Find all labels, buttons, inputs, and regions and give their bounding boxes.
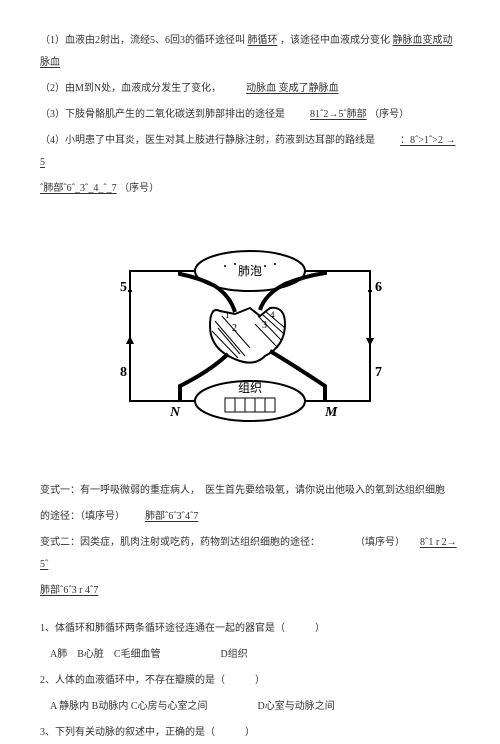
label-n: N <box>169 405 181 420</box>
q3-prefix: （3）下肢骨骼肌产生的二氧化碳送到肺部排出的途径是 <box>40 109 285 120</box>
q4-l2-prefix: ˆ肺部ˆ6ˆ_3ˆ_4_ˆ_7 <box>40 183 117 194</box>
question-3: （3）下肢骨骼肌产生的二氧化碳送到肺部排出的途径是 81ˆ2→5ˆ肺部 （序号） <box>40 104 460 126</box>
v2-l1-prefix: 变式二：因类症，肌肉注射或吃药，药物到达组织细胞的途径： <box>40 537 320 548</box>
mcq-2-stem: 2、人体的血液循环中，不存在瓣膜的是（ ） <box>40 670 460 692</box>
q3-suffix: （序号） <box>369 109 409 120</box>
svg-text:4: 4 <box>270 310 275 320</box>
variant-2-line2: 肺部ˆ6ˆ3 r 4ˆ7 <box>40 580 460 602</box>
variant-1-line2: 的途径：（填序号） 肺部ˆ6ˆ3ˆ4ˆ7 <box>40 506 460 528</box>
svg-text:3: 3 <box>262 320 267 331</box>
q1-mid: ，该途径中血液成分变化 <box>280 35 393 46</box>
q3-ans: 81ˆ2→5ˆ肺部 <box>310 109 367 120</box>
label-m: M <box>324 405 338 420</box>
v1-l2-prefix: 的途径：（填序号） <box>40 511 125 522</box>
v2-l1-suffix: （填序号） <box>355 537 405 548</box>
v1-ans: 肺部ˆ6ˆ3ˆ4ˆ7 <box>145 511 198 522</box>
q1-prefix: （1）血液由2射出，流经5、6回3的循环途径叫 <box>40 35 248 46</box>
q2-ans: 动脉血 变成了静脉血 <box>246 83 339 94</box>
label-8: 8 <box>120 365 127 380</box>
circulation-diagram: 肺泡 组织 2 3 1 4 5 6 8 <box>110 236 390 436</box>
q2-prefix: （2）由M到N处，血液成分发生了变化， <box>40 83 221 94</box>
q4-l1-prefix: （4）小明患了中耳炎，医生对其上肢进行静脉注射，药液到达耳部的路线是 <box>40 135 375 146</box>
mcq-3-stem: 3、下列有关动脉的叙述中，正确的是（ ） <box>40 722 460 744</box>
svg-text:2: 2 <box>232 323 237 334</box>
question-1: （1）血液由2射出，流经5、6回3的循环途径叫 肺循环 ，该途径中血液成分变化 … <box>40 30 460 74</box>
mcq-1-stem: 1、体循环和肺循环两条循环途径连通在一起的器官是（ ） <box>40 618 460 640</box>
label-lung: 肺泡 <box>238 264 262 278</box>
label-6: 6 <box>375 280 382 295</box>
label-tissue: 组织 <box>238 381 262 395</box>
variant-1-line1: 变式一：有一呼吸微弱的重症病人， 医生首先要给吸氧，请你说出他吸入的氧到达组织细… <box>40 480 460 502</box>
svg-text:1: 1 <box>225 310 230 320</box>
question-2: （2）由M到N处，血液成分发生了变化， 动脉血 变成了静脉血 <box>40 78 460 100</box>
v2-l2: 肺部ˆ6ˆ3 r 4ˆ7 <box>40 585 98 596</box>
label-5: 5 <box>120 280 127 295</box>
mcq-1-opts: A肺 B心脏 C毛细血管 D组织 <box>40 644 460 666</box>
mcq-2-opts: A 静脉内 B动脉内 C心房与心室之间 D心室与动脉之间 <box>40 696 460 718</box>
question-4-line1: （4）小明患了中耳炎，医生对其上肢进行静脉注射，药液到达耳部的路线是 ：8ˆ>1… <box>40 130 460 174</box>
q4-l2-suffix: （序号） <box>119 183 159 194</box>
variant-2-line1: 变式二：因类症，肌肉注射或吃药，药物到达组织细胞的途径： （填序号） 8ˆ1 r… <box>40 532 460 576</box>
q1-ans1: 肺循环 <box>248 35 278 46</box>
label-7: 7 <box>375 365 382 380</box>
question-4-line2: ˆ肺部ˆ6ˆ_3ˆ_4_ˆ_7 （序号） <box>40 178 460 200</box>
